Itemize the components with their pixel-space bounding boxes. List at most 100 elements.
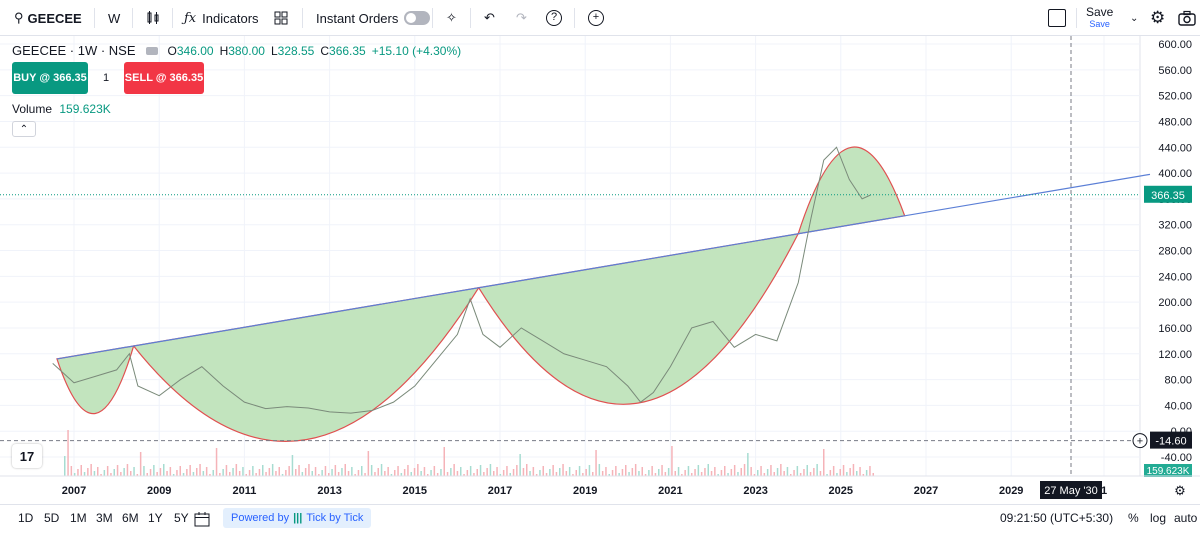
price-line	[52, 146, 871, 414]
visibility-icon[interactable]	[145, 46, 158, 55]
time-tick-label: 2017	[488, 485, 512, 497]
volume-label: Volume	[12, 102, 53, 116]
axis-settings-icon[interactable]: ⚙	[1174, 483, 1186, 498]
price-tick-label: 280.00	[1158, 246, 1192, 258]
volume-bar	[364, 473, 366, 476]
crosshair-price-tag	[1150, 431, 1192, 449]
trendline[interactable]	[56, 173, 1151, 360]
candle-style-button[interactable]	[146, 0, 160, 36]
add-alert-icon[interactable]	[1132, 433, 1148, 449]
indicators-button[interactable]: ƒx Indicators	[184, 0, 259, 36]
save-dropdown[interactable]: ⌄	[1130, 0, 1138, 36]
legend-high: H380.00	[220, 44, 265, 58]
powered-by-badge[interactable]: Powered by ||| Tick by Tick	[223, 508, 372, 528]
help-button[interactable]: ?	[546, 0, 562, 36]
quantity-field[interactable]: 1	[102, 72, 110, 84]
undo-button[interactable]: ↶	[484, 0, 495, 36]
buy-button[interactable]: BUY @ 366.35	[12, 62, 88, 94]
legend-symbol[interactable]: GEECEE · 1W · NSE	[12, 43, 136, 58]
volume-bar	[545, 473, 548, 476]
volume-bar	[149, 469, 152, 476]
time-tick-label: 2021	[658, 485, 682, 497]
volume-bar	[747, 453, 749, 476]
layouts-button[interactable]	[274, 0, 288, 36]
volume-bar	[120, 472, 122, 476]
cup-handle-pattern	[56, 146, 1151, 442]
percent-toggle[interactable]: %	[1128, 511, 1139, 525]
volume-bar	[248, 470, 251, 476]
auto-toggle[interactable]: auto	[1174, 511, 1198, 525]
volume-bar	[644, 474, 647, 476]
volume-bar	[700, 472, 703, 476]
alert-button[interactable]: +	[588, 0, 604, 36]
range-1y[interactable]: 1Y	[148, 511, 163, 525]
powered-brand: Tick by Tick	[306, 512, 364, 524]
volume-bar	[766, 469, 769, 476]
save-button[interactable]: Save Save	[1086, 0, 1113, 36]
open-value: 346.00	[176, 43, 214, 58]
volume-bar	[796, 466, 799, 476]
toggle-switch[interactable]	[404, 11, 431, 25]
volume-bar	[390, 474, 393, 476]
price-tick-label: -40.00	[1161, 452, 1192, 464]
price-axis: 600.00560.00520.00480.00440.00400.00360.…	[1132, 39, 1192, 477]
volume-bar	[757, 470, 759, 476]
chevron-up-icon: ⌃	[19, 123, 29, 135]
redo-button[interactable]: ↷	[516, 0, 527, 36]
volume-bar	[608, 474, 610, 476]
volume-bar	[436, 473, 439, 476]
volume-bar	[374, 472, 376, 476]
gear-icon: ⚙	[1150, 8, 1166, 27]
range-6m[interactable]: 6M	[122, 511, 139, 525]
instant-orders-toggle[interactable]: Instant Orders	[316, 0, 431, 36]
sell-button[interactable]: SELL @ 366.35	[124, 62, 204, 94]
volume-bar	[192, 472, 195, 476]
volume-bar	[667, 468, 670, 476]
range-1d[interactable]: 1D	[18, 511, 34, 525]
volume-bar	[400, 473, 403, 476]
volume-bar	[588, 465, 591, 476]
volume-bar	[328, 473, 330, 476]
price-tick-label: 40.00	[1164, 400, 1192, 412]
volume-bar	[143, 466, 145, 476]
date-range-button[interactable]	[194, 511, 210, 530]
sparkle-button[interactable]: ✧	[446, 0, 457, 36]
volume-bar	[819, 471, 822, 476]
time-tick-label: 2007	[62, 485, 86, 497]
volume-bar	[615, 466, 617, 476]
range-1m[interactable]: 1M	[70, 511, 87, 525]
volume-bar	[486, 468, 488, 476]
settings-button[interactable]: ⚙	[1150, 0, 1165, 36]
collapse-legend-button[interactable]: ⌃	[12, 121, 36, 137]
volume-bar	[585, 469, 587, 476]
volume-bar	[559, 468, 561, 476]
volume-bar	[506, 466, 508, 476]
volume-bar	[859, 467, 861, 476]
volume-bar	[331, 469, 333, 476]
time-tick-label: 2027	[914, 485, 938, 497]
crosshair-date-tag	[1040, 481, 1102, 499]
volume-bar	[318, 474, 320, 476]
volume-bar	[704, 468, 706, 476]
interval-button[interactable]: W	[108, 10, 121, 26]
volume-bar	[852, 464, 855, 476]
log-toggle[interactable]: log	[1150, 511, 1167, 525]
snapshot-button[interactable]	[1178, 0, 1196, 36]
volume-bar	[285, 470, 287, 476]
volume-bar	[308, 464, 310, 476]
fullscreen-checkbox[interactable]	[1048, 0, 1066, 36]
range-3m[interactable]: 3M	[96, 511, 113, 525]
volume-bar	[252, 466, 254, 476]
time-tick-label: 2019	[573, 485, 597, 497]
volume-bar	[186, 469, 188, 476]
price-chart[interactable]: 600.00560.00520.00480.00440.00400.00360.…	[0, 36, 1200, 504]
symbol-search[interactable]: ⚲ GEECEE	[14, 0, 82, 36]
volume-bar	[153, 465, 155, 476]
range-5d[interactable]: 5D	[44, 511, 60, 525]
volume-bar	[578, 466, 581, 476]
volume-bar	[334, 465, 337, 476]
volume-bar	[77, 469, 79, 476]
time-tick-label: 2025	[829, 485, 853, 497]
range-5y[interactable]: 5Y	[174, 511, 189, 525]
volume-bar	[80, 465, 82, 476]
